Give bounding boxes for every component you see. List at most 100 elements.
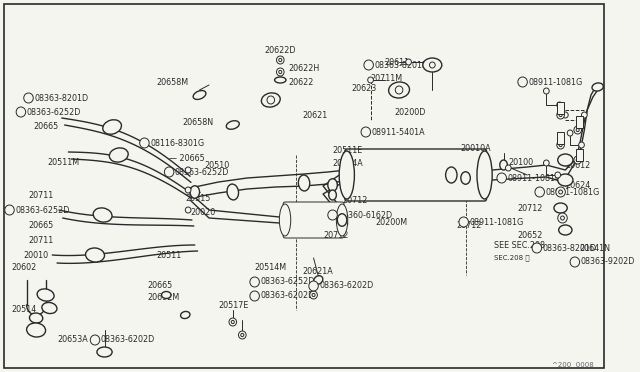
Text: N: N xyxy=(499,176,504,180)
Text: 20712: 20712 xyxy=(342,196,367,205)
Ellipse shape xyxy=(97,347,112,357)
Circle shape xyxy=(559,107,562,109)
Circle shape xyxy=(577,152,582,158)
Ellipse shape xyxy=(423,58,442,72)
Circle shape xyxy=(328,210,337,220)
Ellipse shape xyxy=(328,179,337,191)
Text: S: S xyxy=(7,208,12,212)
Circle shape xyxy=(543,160,549,166)
Text: 08911-5401A: 08911-5401A xyxy=(371,128,425,137)
Text: 20511E: 20511E xyxy=(333,145,363,154)
Ellipse shape xyxy=(227,184,239,200)
Circle shape xyxy=(164,167,174,177)
Text: 20665: 20665 xyxy=(147,280,173,289)
Text: N: N xyxy=(537,189,542,195)
Text: S: S xyxy=(167,170,172,174)
Circle shape xyxy=(429,62,435,68)
FancyBboxPatch shape xyxy=(283,202,344,238)
Text: SEE SEC.208: SEE SEC.208 xyxy=(494,241,545,250)
Circle shape xyxy=(574,126,582,134)
Text: 08363-8201D: 08363-8201D xyxy=(543,244,596,253)
Text: 20010: 20010 xyxy=(24,250,49,260)
Circle shape xyxy=(16,107,26,117)
Text: S: S xyxy=(93,337,97,343)
Circle shape xyxy=(250,291,259,301)
Ellipse shape xyxy=(557,174,573,186)
Text: 08363-9202D: 08363-9202D xyxy=(580,257,635,266)
Text: 20658N: 20658N xyxy=(182,118,214,126)
Circle shape xyxy=(276,56,284,64)
Circle shape xyxy=(279,58,282,62)
Ellipse shape xyxy=(279,204,291,236)
Ellipse shape xyxy=(461,172,470,184)
Ellipse shape xyxy=(93,208,112,222)
Circle shape xyxy=(186,207,191,213)
Text: 08911-1081G: 08911-1081G xyxy=(545,187,600,196)
Text: S: S xyxy=(252,279,257,285)
Text: 20641N: 20641N xyxy=(580,244,611,253)
Circle shape xyxy=(557,135,563,141)
Text: 20514M: 20514M xyxy=(255,263,287,273)
Circle shape xyxy=(574,156,582,164)
Text: 20665: 20665 xyxy=(33,122,58,131)
Circle shape xyxy=(557,111,564,119)
Ellipse shape xyxy=(559,225,572,235)
Circle shape xyxy=(532,243,541,253)
Circle shape xyxy=(229,318,237,326)
Circle shape xyxy=(310,291,317,299)
Ellipse shape xyxy=(339,151,355,199)
Text: 20692M: 20692M xyxy=(147,294,180,302)
Bar xyxy=(557,102,564,114)
Circle shape xyxy=(576,128,579,132)
Text: S: S xyxy=(366,62,371,67)
Circle shape xyxy=(563,112,568,118)
Text: S: S xyxy=(311,283,316,289)
Circle shape xyxy=(4,205,14,215)
Text: N: N xyxy=(363,129,369,135)
Text: 08911-1081G: 08911-1081G xyxy=(469,218,524,227)
Text: S: S xyxy=(26,96,31,100)
Text: 20510: 20510 xyxy=(204,160,230,170)
Circle shape xyxy=(239,331,246,339)
Circle shape xyxy=(231,320,234,324)
Circle shape xyxy=(559,190,563,194)
Text: 08363-8201D: 08363-8201D xyxy=(34,93,88,103)
Text: 20200D: 20200D xyxy=(394,108,426,116)
Circle shape xyxy=(556,187,565,197)
Circle shape xyxy=(535,187,545,197)
Circle shape xyxy=(364,60,373,70)
Circle shape xyxy=(116,152,122,158)
Circle shape xyxy=(361,127,371,137)
Text: 08363-6252D: 08363-6252D xyxy=(260,278,315,286)
Text: 20621A: 20621A xyxy=(302,267,333,276)
Circle shape xyxy=(24,93,33,103)
Circle shape xyxy=(582,112,587,118)
Text: 20652: 20652 xyxy=(518,231,543,240)
Ellipse shape xyxy=(337,214,347,226)
Ellipse shape xyxy=(557,154,573,166)
Text: 20711M: 20711M xyxy=(371,74,403,83)
Bar xyxy=(576,116,584,128)
Ellipse shape xyxy=(314,276,323,284)
Circle shape xyxy=(90,335,100,345)
Circle shape xyxy=(140,138,149,148)
Circle shape xyxy=(559,137,562,139)
Text: 08363-6202D: 08363-6202D xyxy=(100,336,155,344)
Circle shape xyxy=(579,142,584,148)
Text: 08363-6252D: 08363-6252D xyxy=(27,108,81,116)
Circle shape xyxy=(559,143,562,147)
Text: N: N xyxy=(520,80,525,84)
Circle shape xyxy=(276,68,284,76)
Circle shape xyxy=(267,96,275,104)
Text: 20712: 20712 xyxy=(518,203,543,212)
Text: 20622H: 20622H xyxy=(288,64,319,73)
Text: 08363-8201D: 08363-8201D xyxy=(374,61,429,70)
Circle shape xyxy=(570,257,580,267)
Bar xyxy=(557,132,564,144)
Text: 20602: 20602 xyxy=(12,263,36,273)
Text: 20514: 20514 xyxy=(12,305,36,314)
Ellipse shape xyxy=(109,148,128,162)
Ellipse shape xyxy=(193,90,206,99)
Ellipse shape xyxy=(477,151,492,199)
Ellipse shape xyxy=(190,186,200,198)
